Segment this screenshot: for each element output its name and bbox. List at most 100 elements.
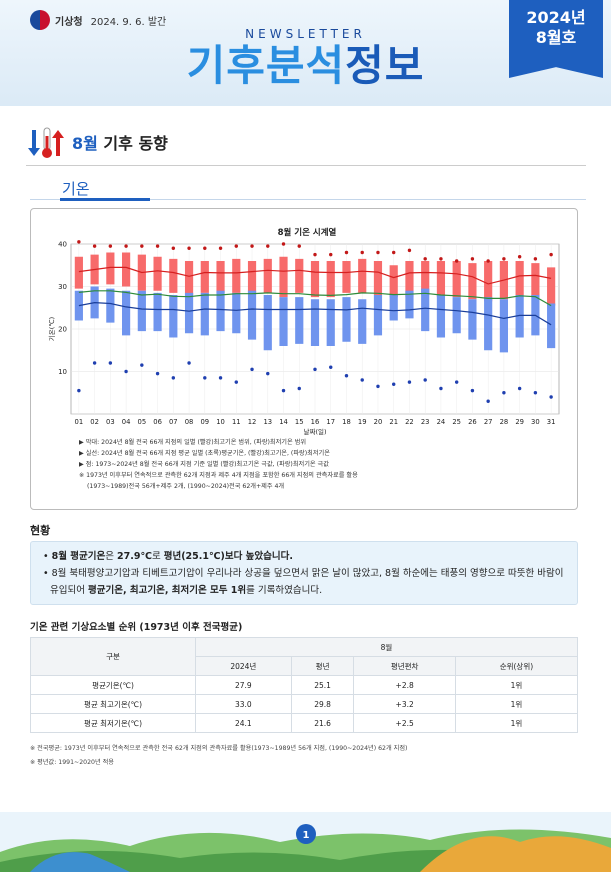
tmax-extreme-dot bbox=[140, 244, 144, 248]
tmin-range-bar bbox=[263, 295, 272, 351]
cell: 1위 bbox=[454, 675, 579, 695]
x-tick-label: 25 bbox=[452, 418, 461, 426]
status-l1-d: 로 bbox=[151, 551, 164, 562]
tmax-extreme-dot bbox=[203, 246, 207, 250]
tmax-range-bar bbox=[263, 258, 272, 293]
tmax-range-bar bbox=[279, 256, 288, 298]
table-row: 평균 최저기온(℃) 24.1 21.6 +2.5 1위 bbox=[30, 713, 579, 733]
cell: 1위 bbox=[454, 694, 579, 714]
tmax-extreme-dot bbox=[439, 257, 443, 261]
tmin-extreme-dot bbox=[234, 380, 238, 384]
tmin-extreme-dot bbox=[92, 361, 97, 365]
y-tick-label: 30 bbox=[58, 283, 67, 291]
status-l1-c: 27.9℃ bbox=[117, 551, 152, 562]
status-line-2: • 8월 북태평양고기압과 티베트고기압이 우리나라 상공을 덮으면서 맑은 날… bbox=[43, 568, 564, 596]
tmin-extreme-dot bbox=[344, 374, 349, 378]
tmax-extreme-dot bbox=[533, 257, 538, 261]
tmin-extreme-dot bbox=[392, 382, 396, 386]
tmax-range-bar bbox=[106, 252, 115, 285]
section-title: 8월 기후 동향 bbox=[72, 130, 168, 154]
tmax-range-bar bbox=[216, 261, 225, 293]
legend-note: ※ 1973년 이후부터 연속적으로 관측한 62개 지점과 제주 4개 지점을… bbox=[79, 472, 358, 479]
cell: 33.0 bbox=[195, 694, 292, 714]
extreme-dots bbox=[77, 240, 553, 403]
tmin-extreme-dot bbox=[549, 395, 553, 399]
col-header: 평년 bbox=[290, 656, 355, 676]
section-divider bbox=[26, 165, 586, 166]
tmax-line bbox=[78, 266, 552, 285]
publish-date: 2024. 9. 6. 발간 bbox=[90, 16, 167, 28]
tmax-range-bar bbox=[184, 261, 194, 295]
newsletter-label: NEWSLETTER bbox=[245, 27, 366, 41]
status-box: • 8월 평균기온은 27.9℃로 평년(25.1℃)보다 높았습니다. • 8… bbox=[30, 541, 578, 605]
tmax-extreme-dot bbox=[470, 257, 475, 261]
tmin-extreme-dot bbox=[108, 361, 113, 365]
status-l2-c: 를 기록하였습니다. bbox=[246, 585, 323, 596]
tmax-range-bar bbox=[436, 261, 446, 298]
tmin-extreme-dot bbox=[533, 391, 538, 395]
tmin-range-bar bbox=[310, 299, 320, 346]
row-label: 평균기온(℃) bbox=[30, 675, 196, 695]
tmin-range-bar bbox=[436, 295, 446, 338]
col-month-header: 8월 bbox=[195, 637, 578, 657]
tmin-extreme-dot bbox=[124, 369, 128, 374]
section-title-month: 8월 bbox=[72, 134, 98, 153]
tmin-extreme-dot bbox=[313, 367, 317, 372]
tmin-range-bar bbox=[279, 297, 288, 346]
tmax-range-bar bbox=[310, 261, 320, 298]
cell: 24.1 bbox=[195, 713, 292, 733]
y-tick-label: 40 bbox=[58, 241, 67, 249]
ranking-table: 구분 8월 2024년 평년 평년편차 순위(상위) 평균기온(℃) 27.9 … bbox=[30, 637, 579, 733]
table-row: 평균기온(℃) 27.9 25.1 +2.8 1위 bbox=[30, 675, 579, 695]
tmin-extreme-dot bbox=[502, 391, 506, 395]
table-row: 평균 최고기온(℃) 33.0 29.8 +3.2 1위 bbox=[30, 694, 579, 714]
footnote: ※ 평년값: 1991~2020년 적용 bbox=[30, 759, 115, 766]
x-tick-label: 02 bbox=[90, 418, 99, 426]
status-heading: 현황 bbox=[30, 524, 51, 537]
x-tick-label: 07 bbox=[169, 418, 178, 426]
x-tick-label: 21 bbox=[389, 418, 398, 426]
tmax-extreme-dot bbox=[77, 240, 81, 244]
tmin-extreme-dot bbox=[281, 388, 286, 393]
tmax-range-bar bbox=[232, 258, 241, 293]
tmax-extreme-dot bbox=[218, 246, 223, 250]
tmax-extreme-dot bbox=[281, 242, 286, 246]
tmin-extreme-dot bbox=[297, 386, 301, 391]
taegeuk-logo-icon bbox=[30, 10, 50, 30]
x-tick-label: 28 bbox=[500, 418, 509, 426]
col-group-header: 구분 bbox=[30, 637, 196, 676]
tmin-extreme-dot bbox=[486, 399, 490, 403]
tmax-extreme-dot bbox=[108, 244, 113, 248]
tmin-extreme-dot bbox=[376, 384, 380, 389]
issue-month: 8월호 bbox=[535, 28, 577, 47]
tmax-extreme-dot bbox=[313, 252, 317, 257]
tmin-range-bar bbox=[499, 299, 508, 353]
tmin-extreme-dot bbox=[140, 363, 144, 367]
subsection-underline bbox=[60, 198, 150, 201]
title-accent: 기후분석 bbox=[186, 41, 346, 90]
legend-note: ▶ 실선: 2024년 8월 전국 66개 지점 평균 일별 (초록)평균기온,… bbox=[79, 450, 330, 457]
tmin-range-bar bbox=[247, 290, 257, 340]
chart-title: 8월 기온 시계열 bbox=[278, 227, 337, 238]
x-tick-label: 20 bbox=[374, 418, 383, 426]
tmax-extreme-dot bbox=[234, 244, 238, 248]
tmin-range-bar bbox=[216, 290, 225, 332]
row-label: 평균 최저기온(℃) bbox=[30, 713, 196, 733]
tmax-extreme-dot bbox=[454, 259, 459, 263]
tmax-range-bar bbox=[531, 263, 540, 298]
tmax-extreme-dot bbox=[250, 244, 254, 248]
tmin-range-bar bbox=[389, 295, 398, 321]
tmax-extreme-dot bbox=[376, 250, 380, 255]
tmax-extreme-dot bbox=[155, 244, 160, 248]
tmax-range-bar bbox=[421, 261, 430, 295]
tmax-extreme-dot bbox=[171, 246, 176, 250]
x-tick-label: 06 bbox=[153, 418, 162, 426]
status-line-1: • 8월 평균기온은 27.9℃로 평년(25.1℃)보다 높았습니다. bbox=[43, 551, 293, 562]
tmax-extreme-dot bbox=[124, 244, 128, 248]
tmin-range-bar bbox=[468, 299, 477, 340]
x-tick-label: 03 bbox=[106, 418, 115, 426]
tmax-range-bar bbox=[153, 256, 162, 291]
tmin-range-bar bbox=[405, 290, 414, 319]
section-title-rest: 기후 동향 bbox=[97, 134, 168, 153]
tmin-range-bar bbox=[137, 290, 146, 332]
